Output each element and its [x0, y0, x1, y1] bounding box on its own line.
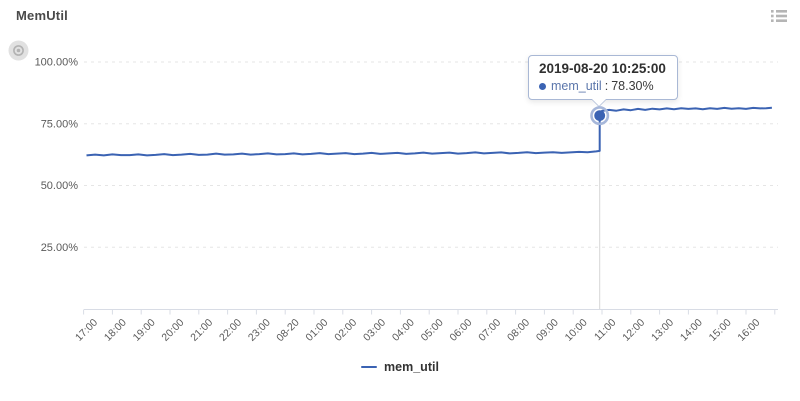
y-axis-label: 100.00% [35, 57, 79, 69]
x-axis-label: 14:00 [678, 317, 705, 344]
x-axis-label: 18:00 [102, 317, 129, 344]
eye-watermark-icon [8, 40, 29, 61]
x-axis-label: 22:00 [217, 317, 244, 344]
x-axis-label: 07:00 [476, 317, 503, 344]
highlight-halo [590, 106, 610, 126]
y-axis-label: 25.00% [41, 242, 79, 254]
x-axis-label: 02:00 [332, 317, 359, 344]
x-axis-label: 19:00 [131, 317, 158, 344]
x-axis-label: 03:00 [361, 317, 388, 344]
x-axis-label: 12:00 [620, 317, 647, 344]
x-axis-label: 17:00 [73, 317, 100, 344]
page-title: MemUtil [16, 8, 68, 23]
x-axis-label: 08-20 [274, 317, 302, 345]
tooltip-series-row: mem_util : 78.30% [539, 79, 666, 93]
tooltip-series-name: mem_util [551, 79, 602, 93]
series-bullet-icon [539, 82, 546, 90]
legend-label: mem_util [384, 360, 439, 374]
x-axis-label: 09:00 [534, 317, 561, 344]
tooltip-value: 78.30% [611, 79, 654, 93]
x-axis-label: 11:00 [592, 317, 619, 344]
x-axis-label: 21:00 [188, 317, 215, 344]
x-axis-label: 15:00 [707, 317, 734, 344]
x-axis-label: 06:00 [447, 317, 474, 344]
tooltip-timestamp: 2019-08-20 10:25:00 [539, 61, 666, 76]
y-axis-label: 75.00% [41, 118, 79, 130]
x-axis-label: 10:00 [563, 317, 590, 344]
x-axis-label: 05:00 [419, 317, 446, 344]
highlight-dot [594, 110, 606, 121]
list-menu-icon[interactable] [771, 9, 787, 23]
x-axis-label: 01:00 [303, 317, 330, 344]
x-axis-label: 20:00 [159, 317, 186, 344]
x-axis-label: 04:00 [390, 317, 417, 344]
x-axis-label: 23:00 [246, 317, 273, 344]
tooltip: 2019-08-20 10:25:00 mem_util : 78.30% [528, 55, 678, 107]
x-axis-label: 08:00 [505, 317, 532, 344]
legend: mem_util [0, 360, 800, 374]
legend-line-swatch-icon [361, 365, 378, 369]
tooltip-separator: : [604, 79, 609, 93]
x-axis-label: 13:00 [649, 317, 676, 344]
y-axis-label: 50.00% [41, 180, 79, 192]
series-line-mem_util [86, 106, 772, 157]
legend-item-mem_util[interactable]: mem_util [361, 360, 439, 374]
x-axis-label: 16:00 [735, 317, 762, 344]
